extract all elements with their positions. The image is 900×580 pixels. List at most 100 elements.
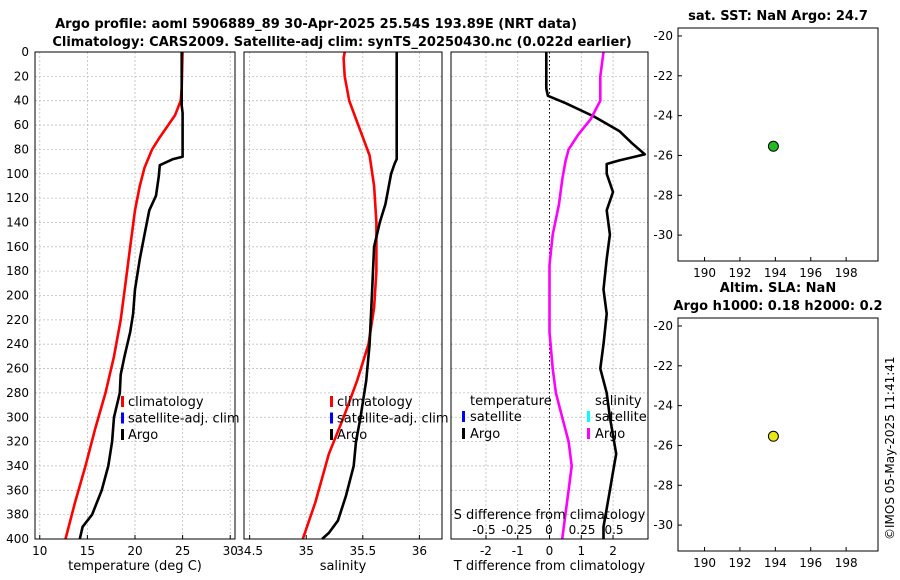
y-tick-label: 260 xyxy=(6,362,29,376)
legend-label: Argo xyxy=(337,428,367,443)
top-tick-label: -0.5 xyxy=(472,523,495,537)
legend-swatch-red xyxy=(121,396,124,407)
x-tick-label: 196 xyxy=(799,266,822,280)
sst-map-panel: sat. SST: NaN Argo: 24.7 -20 -22 -24 -26 -28 -… xyxy=(653,9,879,280)
x-tick-label: -2 xyxy=(480,544,492,558)
x-tick-label: 34.5 xyxy=(236,544,263,558)
y-tick-label: 400 xyxy=(6,532,29,546)
y-tick-label: 380 xyxy=(6,508,29,522)
x-tick-label: 0 xyxy=(546,544,554,558)
x-tick-label: 10 xyxy=(32,544,47,558)
y-tick-label: 300 xyxy=(6,410,29,424)
axes-frame xyxy=(243,51,443,540)
top-tick-label: 0.25 xyxy=(569,523,596,537)
legend-label: Argo xyxy=(595,427,625,442)
legend-header-salinity: salinity xyxy=(595,394,642,409)
x-tick-label: 20 xyxy=(127,544,142,558)
legend-label: satellite xyxy=(470,410,522,425)
y-tick-label: 360 xyxy=(6,483,29,497)
y-tick-label: -20 xyxy=(653,29,673,43)
x-axis-label: salinity xyxy=(320,559,367,574)
legend-label: climatology xyxy=(337,395,413,410)
legend-swatch-black xyxy=(330,429,333,440)
map-title: Altim. SLA: NaN xyxy=(720,281,836,296)
legend-label: satellite xyxy=(595,410,647,425)
y-tick-label: -24 xyxy=(653,399,673,413)
map-title: sat. SST: NaN Argo: 24.7 xyxy=(688,9,868,24)
y-tick-label: 320 xyxy=(6,435,29,449)
x-tick-label: 192 xyxy=(728,556,751,570)
series-line-climatology xyxy=(64,51,184,540)
sla-map-panel: Altim. SLA: NaN Argo h1000: 0.18 h2000: 0… xyxy=(653,281,882,570)
legend-swatch-magenta xyxy=(587,428,590,439)
y-tick-label: -28 xyxy=(653,478,673,492)
y-tick-label: -24 xyxy=(653,109,673,123)
top-axis-label: S difference from climatology xyxy=(454,508,646,523)
x-tick-label: 36 xyxy=(412,544,427,558)
x-tick-label: 25 xyxy=(175,544,190,558)
series-line-Argo xyxy=(78,52,184,540)
legend-swatch-black xyxy=(462,428,465,439)
map-frame xyxy=(677,27,879,262)
legend-swatch-cyan xyxy=(587,411,590,422)
y-tick-label: -28 xyxy=(653,188,673,202)
legend-label: satellite-adj. clim xyxy=(337,412,449,427)
top-tick-label: -0.25 xyxy=(501,523,532,537)
profile-location-marker xyxy=(767,430,779,442)
top-tick-label: 0 xyxy=(545,523,553,537)
legend-swatch-blue xyxy=(330,412,333,424)
profile-location-marker xyxy=(767,140,779,152)
y-tick-label: 100 xyxy=(6,167,29,181)
x-tick-label: 194 xyxy=(764,266,787,280)
series-line-salinity-difference xyxy=(548,51,605,540)
difference-panel: -2 -1 0 1 2T difference from climatology S di… xyxy=(450,51,649,574)
series-line-climatology xyxy=(301,51,378,540)
y-tick-label: -26 xyxy=(653,148,673,162)
series-line-temperature-difference xyxy=(544,52,647,539)
y-tick-label: 20 xyxy=(14,69,29,83)
y-tick-label: 220 xyxy=(6,313,29,327)
x-tick-label: -1 xyxy=(512,544,524,558)
x-axis-label: temperature (deg C) xyxy=(68,559,202,574)
x-tick-label: 1 xyxy=(577,544,585,558)
x-tick-label: 35 xyxy=(299,544,314,558)
imos-timestamp-watermark: ©IMOS 05-May-2025 11:41:41 xyxy=(883,356,897,540)
series-line-Argo xyxy=(321,52,399,540)
legend-label: Argo xyxy=(128,428,158,443)
figure-title-line2: Climatology: CARS2009. Satellite-adj cli… xyxy=(52,35,631,50)
x-axis-label: T difference from climatology xyxy=(453,559,646,574)
y-tick-label: 120 xyxy=(6,191,29,205)
y-tick-label: -22 xyxy=(653,359,673,373)
legend-swatch-blue xyxy=(121,412,124,424)
y-tick-label: 340 xyxy=(6,459,29,473)
x-tick-label: 198 xyxy=(835,266,858,280)
map-title: Argo h1000: 0.18 h2000: 0.2 xyxy=(673,299,882,314)
legend-label: Argo xyxy=(470,427,500,442)
legend-header-temperature: temperature xyxy=(470,394,552,409)
y-tick-label: 200 xyxy=(6,289,29,303)
temperature-panel: 10 15 20 25 30020406080100120140160180200220… xyxy=(6,45,240,574)
y-tick-label: 240 xyxy=(6,337,29,351)
figure-title-line1: Argo profile: aoml 5906889_89 30-Apr-202… xyxy=(55,17,577,32)
x-tick-label: 15 xyxy=(80,544,95,558)
x-tick-label: 30 xyxy=(223,544,238,558)
x-tick-label: 190 xyxy=(693,266,716,280)
y-tick-label: -30 xyxy=(653,518,673,532)
x-tick-label: 196 xyxy=(799,556,822,570)
y-tick-label: -26 xyxy=(653,438,673,452)
top-tick-label: 0.5 xyxy=(604,523,623,537)
legend-swatch-blue xyxy=(462,411,465,422)
y-tick-label: 40 xyxy=(14,94,29,108)
y-tick-label: -22 xyxy=(653,69,673,83)
map-frame xyxy=(677,317,879,552)
y-tick-label: 0 xyxy=(21,45,29,59)
y-tick-label: 280 xyxy=(6,386,29,400)
y-tick-label: -20 xyxy=(653,319,673,333)
legend-label: climatology xyxy=(128,395,204,410)
y-tick-label: 60 xyxy=(14,118,29,132)
x-tick-label: 198 xyxy=(835,556,858,570)
y-tick-label: 180 xyxy=(6,264,29,278)
legend-swatch-black xyxy=(121,429,124,440)
x-tick-label: 2 xyxy=(609,544,617,558)
legend-label: satellite-adj. clim xyxy=(128,412,240,427)
